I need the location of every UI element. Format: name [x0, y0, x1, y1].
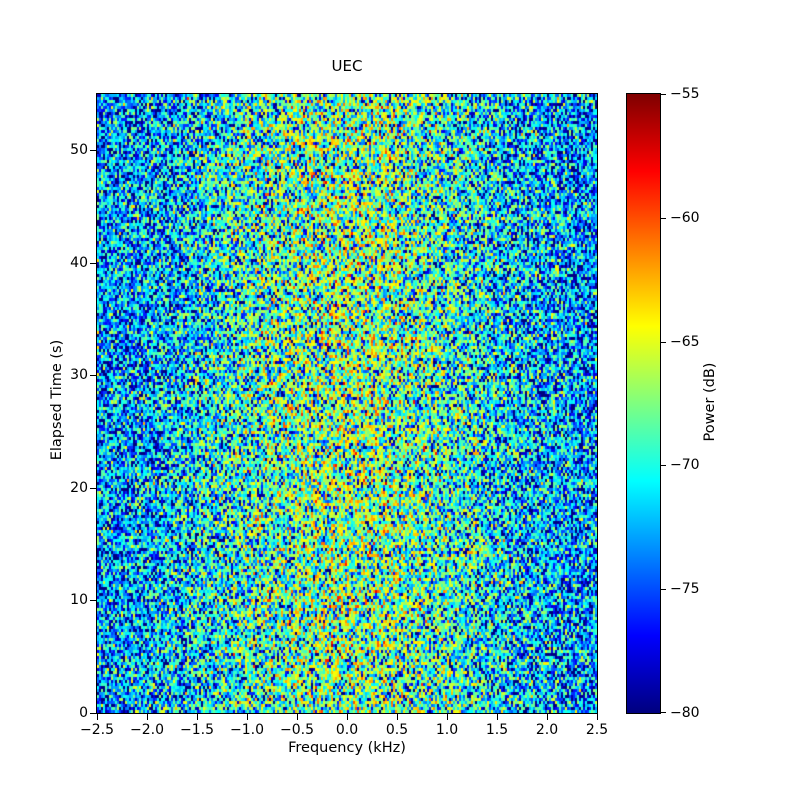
x-tick-label: 2.5 [585, 722, 609, 738]
y-tick-label: 50 [70, 142, 88, 158]
x-tick [447, 714, 448, 720]
x-tick-label: −2.0 [130, 722, 164, 738]
colorbar-tick [661, 342, 666, 343]
spectrogram-heatmap [97, 94, 597, 713]
y-tick-label: 30 [70, 367, 88, 383]
y-axis-label: Elapsed Time (s) [49, 339, 65, 461]
colorbar-tick-label: −55 [670, 86, 700, 102]
colorbar-tick-label: −65 [670, 334, 700, 350]
x-tick [597, 714, 598, 720]
x-tick-label: 0.0 [335, 722, 359, 738]
x-tick-label: 1.0 [435, 722, 459, 738]
x-tick-label: −2.5 [80, 722, 114, 738]
x-axis-label: Frequency (kHz) [288, 740, 406, 756]
y-tick-label: 40 [70, 255, 88, 271]
y-tick [90, 600, 96, 601]
colorbar-tick [661, 712, 666, 713]
x-tick [197, 714, 198, 720]
chart-title: UEC [331, 57, 363, 75]
x-tick-label: 2.0 [535, 722, 559, 738]
x-tick-label: −0.5 [280, 722, 314, 738]
y-tick [90, 488, 96, 489]
y-tick [90, 263, 96, 264]
x-tick [97, 714, 98, 720]
x-tick-label: 0.5 [385, 722, 409, 738]
colorbar [626, 93, 661, 714]
x-tick-label: −1.0 [230, 722, 264, 738]
y-tick [90, 713, 96, 714]
x-tick-label: 1.5 [485, 722, 509, 738]
colorbar-label: Power (dB) [702, 362, 718, 442]
x-tick [397, 714, 398, 720]
y-tick [90, 375, 96, 376]
y-tick-label: 10 [70, 592, 88, 608]
x-tick [347, 714, 348, 720]
y-tick [90, 150, 96, 151]
x-tick-label: −1.5 [180, 722, 214, 738]
colorbar-tick [661, 589, 666, 590]
x-tick [247, 714, 248, 720]
colorbar-tick-label: −75 [670, 581, 700, 597]
y-tick-label: 0 [79, 705, 88, 721]
colorbar-tick-label: −80 [670, 705, 700, 721]
x-tick [147, 714, 148, 720]
x-tick [297, 714, 298, 720]
colorbar-tick-label: −70 [670, 457, 700, 473]
plot-area [96, 93, 598, 714]
colorbar-tick [661, 465, 666, 466]
colorbar-tick-label: −60 [670, 210, 700, 226]
y-tick-label: 20 [70, 480, 88, 496]
x-tick [497, 714, 498, 720]
colorbar-tick [661, 94, 666, 95]
colorbar-tick [661, 218, 666, 219]
x-tick [547, 714, 548, 720]
